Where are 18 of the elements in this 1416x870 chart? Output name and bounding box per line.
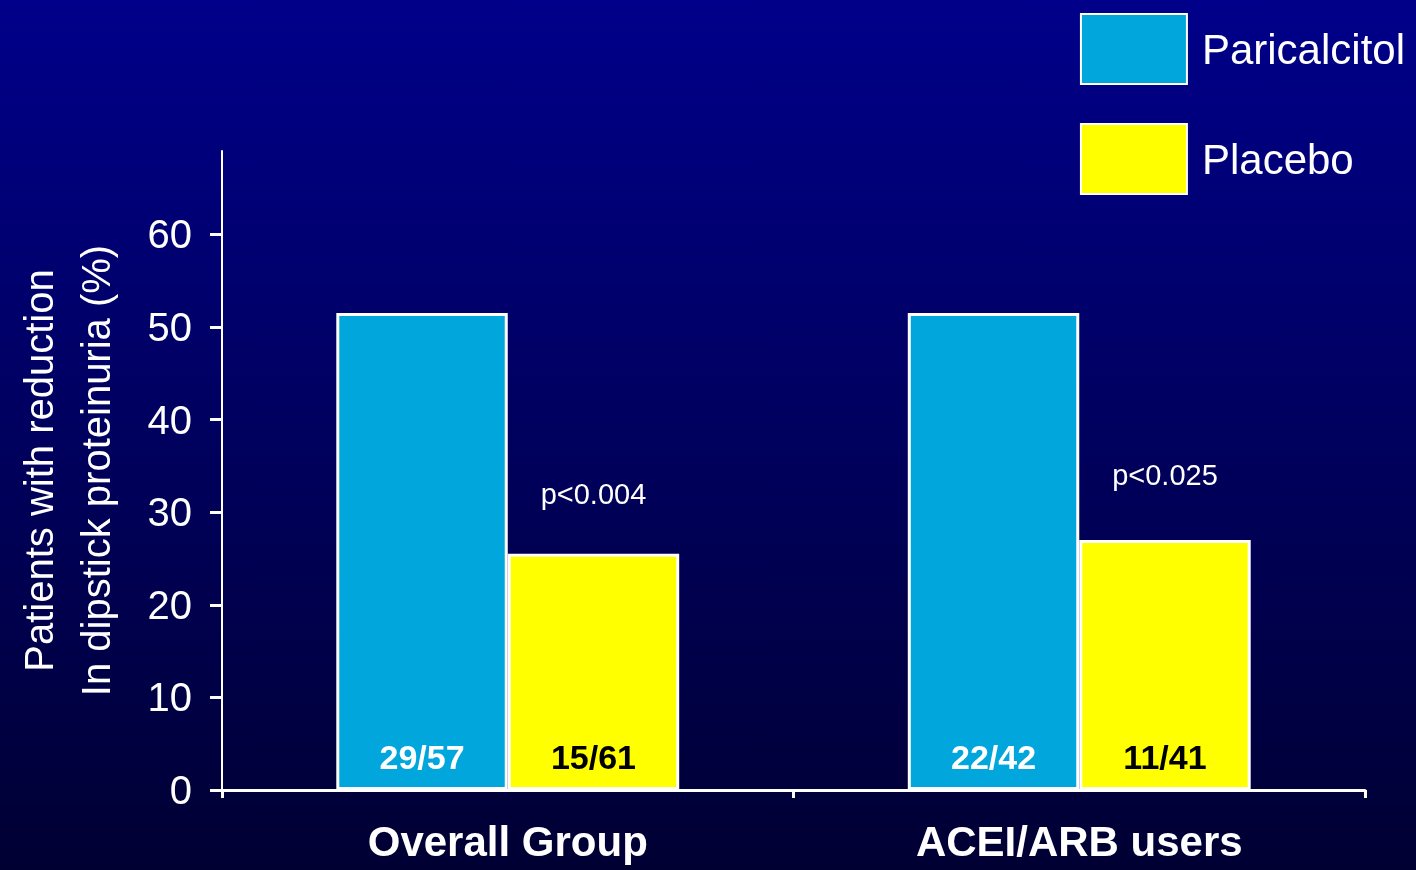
data-label: 15/61 [550,738,637,776]
y-tick-label: 30 [147,490,192,535]
y-tick-label: 50 [147,304,192,349]
x-tick-label: Overall Group [367,817,648,865]
y-tick-label: 0 [169,768,192,812]
data-label: 11/41 [1123,738,1207,776]
annotation: p<0.025 [1112,459,1218,492]
annotation: p<0.004 [540,477,647,510]
y-tick-label: 10 [147,675,192,720]
y-axis-title: Patients with reduction In dipstick proteinuria (%) [16,244,118,697]
y-tick-label: 60 [147,212,192,257]
legend-label: Paricalcitol [1201,25,1406,73]
data-label: 22/42 [950,738,1037,776]
legend-label: Placebo [1201,135,1354,183]
y-tick-label: 40 [147,397,192,442]
x-tick-label: ACEI/ARB users [915,817,1243,865]
y-tick-label: 20 [147,582,192,627]
data-label: 29/57 [379,738,465,776]
